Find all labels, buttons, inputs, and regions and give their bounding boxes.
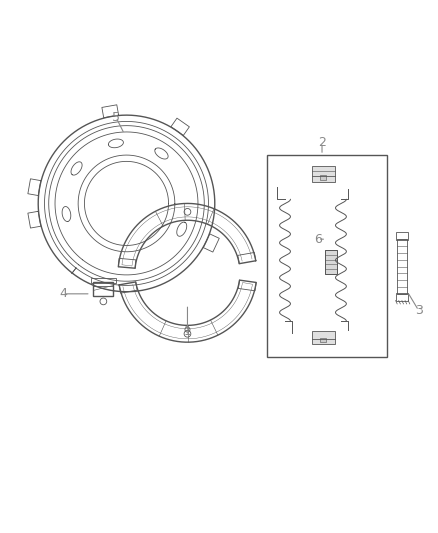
Text: 5: 5 bbox=[112, 111, 120, 124]
Bar bbox=[91, 278, 116, 284]
Bar bbox=[93, 282, 113, 296]
Text: 2: 2 bbox=[318, 136, 326, 149]
Bar bbox=[320, 175, 326, 180]
Text: 3: 3 bbox=[415, 304, 423, 317]
Bar bbox=[311, 166, 335, 182]
Text: 4: 4 bbox=[60, 287, 67, 300]
Bar bbox=[325, 250, 337, 274]
Bar bbox=[396, 232, 408, 240]
Bar bbox=[320, 338, 326, 342]
Bar bbox=[397, 239, 406, 294]
Bar bbox=[311, 330, 335, 344]
Bar bbox=[267, 155, 387, 357]
Text: 6: 6 bbox=[314, 233, 322, 246]
Bar bbox=[396, 293, 408, 301]
Text: 1: 1 bbox=[184, 325, 191, 338]
